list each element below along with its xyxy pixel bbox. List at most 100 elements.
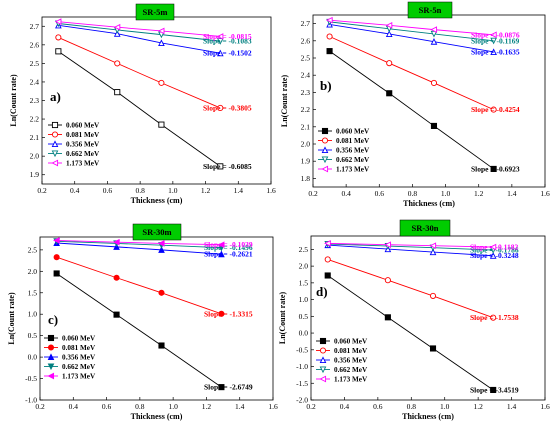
- data-point: [490, 31, 497, 39]
- data-point: [429, 242, 437, 250]
- x-tick-label: 0.2: [35, 402, 45, 411]
- data-point: [218, 310, 225, 317]
- legend-marker: [321, 156, 329, 164]
- chart-title-box: [407, 1, 453, 19]
- data-point: [113, 274, 120, 281]
- series-line: [329, 21, 494, 42]
- slope-annotation: Slope = -0.1502: [203, 49, 252, 58]
- slope-annotation: Slope = -0.1039: [204, 240, 253, 249]
- y-tick-label: 1.9: [30, 170, 40, 179]
- x-tick-label: 0.4: [340, 402, 350, 411]
- y-tick-label: 2.0: [28, 267, 38, 276]
- y-tick-label: 2.1: [30, 133, 40, 142]
- legend-entry: 1.173 MeV: [62, 373, 96, 381]
- data-point: [384, 241, 391, 249]
- x-tick-label: 0.8: [407, 402, 417, 411]
- data-point: [430, 122, 438, 129]
- legend-entry: 0.081 MeV: [66, 131, 100, 139]
- y-tick-label: 2.2: [301, 105, 311, 114]
- x-tick-label: 1.2: [474, 189, 484, 198]
- series-5: Slope = -0.0876: [325, 16, 520, 39]
- x-tick-label: 0.6: [375, 189, 385, 198]
- y-axis-label: Ln(Count rate): [280, 75, 289, 128]
- y-tick-label: 1.0: [28, 310, 38, 319]
- data-point: [326, 33, 333, 40]
- legend-marker: [51, 140, 59, 148]
- x-tick-label: 1.0: [440, 402, 450, 411]
- data-point: [158, 79, 165, 86]
- data-point: [489, 243, 497, 251]
- x-tick-label: 0.8: [135, 402, 145, 411]
- slope-annotation: Slope = -0.6085: [203, 162, 252, 171]
- legend-entry: 0.356 MeV: [336, 147, 370, 155]
- y-tick-label: 1.0: [299, 295, 309, 304]
- series-line: [327, 243, 494, 251]
- chart-panel-3: 0.2 0.4 0.6 0.8 1.0 1.2 1.4 1.6 -1.0 -0.5 0.0 0.5 1.…: [7, 223, 278, 421]
- slope-annotation: Slope = -0.1083: [203, 37, 252, 46]
- legend-marker: [319, 375, 327, 383]
- x-tick-label: 1.6: [540, 402, 550, 411]
- legend-marker: [319, 347, 327, 354]
- series-line: [58, 36, 221, 109]
- x-tick-label: 0.2: [308, 189, 318, 198]
- data-point: [113, 311, 120, 318]
- data-point: [113, 23, 121, 31]
- chart-panel-2: 0.2 0.4 0.6 0.8 1.0 1.2 1.4 1.6 1.8 1.9 2.0 2.1 2.2 2…: [280, 1, 550, 208]
- y-tick-label: 2.2: [30, 115, 40, 124]
- y-tick-label: 1.9: [301, 157, 311, 166]
- x-tick-label: 1.6: [540, 189, 550, 198]
- series-line: [58, 21, 221, 37]
- x-axis-label: Thickness (cm): [131, 196, 183, 205]
- series-line: [56, 256, 222, 315]
- data-point: [384, 314, 391, 321]
- legend-marker: [47, 363, 55, 371]
- y-tick-label: 1.8: [301, 174, 311, 183]
- legend-entry: 0.662 MeV: [62, 363, 96, 371]
- x-tick-label: 1.4: [234, 186, 244, 195]
- y-tick-label: -1.5: [296, 379, 308, 388]
- legend-entry: 1.173 MeV: [336, 166, 370, 174]
- x-tick-label: 1.6: [268, 402, 278, 411]
- y-tick-label: 2.3: [30, 96, 40, 105]
- y-tick-label: 2.5: [30, 59, 40, 68]
- chart-title: SR-5n: [419, 5, 442, 15]
- data-point: [53, 270, 60, 277]
- data-point: [216, 33, 224, 40]
- data-point: [157, 27, 165, 35]
- data-point: [324, 256, 331, 263]
- series-3: Slope = -0.2621: [53, 239, 253, 259]
- chart-title: SR-30m: [142, 227, 171, 237]
- y-tick-label: 0.5: [28, 331, 38, 340]
- data-point: [385, 30, 393, 37]
- x-tick-label: 0.8: [408, 189, 418, 198]
- data-point: [386, 90, 393, 97]
- legend-marker: [321, 127, 329, 135]
- x-tick-label: 0.6: [102, 402, 112, 411]
- series-5: Slope = -0.1182: [324, 240, 518, 252]
- series-line: [56, 239, 222, 246]
- slope-annotation: Slope = -0.3248: [470, 251, 519, 260]
- y-tick-label: 1.5: [299, 278, 309, 287]
- y-tick-label: 2.1: [301, 122, 311, 131]
- x-tick-label: 0.2: [306, 402, 316, 411]
- y-tick-label: 0.5: [299, 312, 309, 321]
- x-axis-label: Thickness (cm): [402, 412, 454, 421]
- slope-annotation: Slope = -2.6749: [204, 383, 253, 392]
- x-tick-label: 1.0: [168, 186, 178, 195]
- series-line: [329, 50, 494, 170]
- legend-marker: [47, 372, 55, 380]
- slope-annotation: Slope = -0.0815: [203, 32, 252, 41]
- y-tick-label: 2.0: [30, 152, 40, 161]
- legend-entry: 0.060 MeV: [336, 128, 370, 136]
- data-point: [430, 26, 438, 33]
- legend-entry: 0.662 MeV: [66, 150, 100, 158]
- data-point: [157, 240, 165, 247]
- data-point: [429, 345, 437, 352]
- data-point: [429, 248, 437, 256]
- series-1: Slope = -3.4519: [324, 272, 519, 394]
- data-point: [490, 165, 497, 172]
- series-1: Slope = -2.6749: [53, 270, 253, 392]
- series-line: [327, 244, 494, 257]
